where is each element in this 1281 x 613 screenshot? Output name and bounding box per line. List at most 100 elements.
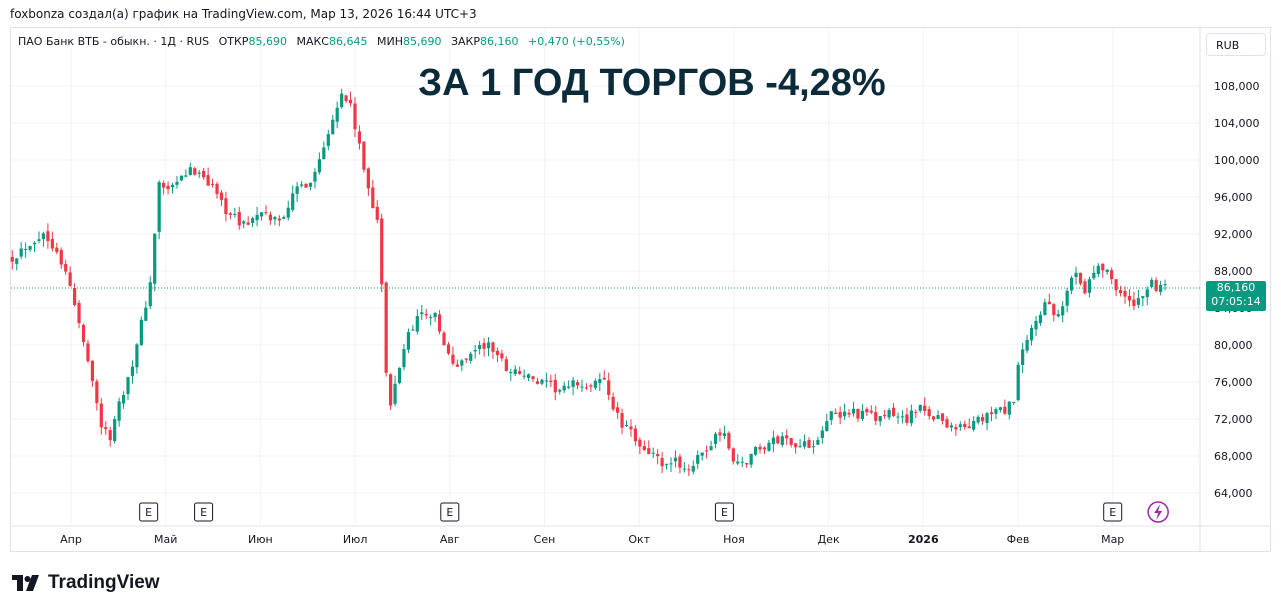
candle-body — [344, 95, 348, 102]
candle-body — [469, 353, 473, 361]
candle-body — [19, 248, 23, 257]
candle-body — [37, 239, 41, 241]
candle-body — [411, 329, 415, 331]
candle-body — [446, 344, 451, 354]
earnings-event-marker[interactable]: E — [440, 502, 460, 522]
candle-body — [95, 381, 99, 404]
earnings-event-marker[interactable]: E — [139, 502, 159, 522]
candle-body — [1150, 279, 1154, 288]
candle-body — [380, 218, 384, 285]
candle-body — [24, 249, 28, 251]
candle-body — [495, 350, 500, 356]
candle-body — [157, 182, 161, 232]
candle-body — [299, 184, 304, 186]
chart-frame — [10, 27, 1271, 552]
candle-body — [326, 134, 330, 146]
candle-body — [1078, 272, 1083, 284]
candle-body — [896, 416, 900, 418]
x-tick-label: Апр — [60, 533, 82, 546]
x-tick-label: Июн — [248, 533, 273, 546]
candle-body — [829, 411, 833, 421]
legend-open-label: ОТКР — [218, 35, 249, 48]
chart-title: ЗА 1 ГОД ТОРГОВ -4,28% — [418, 62, 885, 104]
candle-body — [237, 211, 241, 226]
candle-body — [762, 447, 767, 450]
candle-body — [771, 437, 775, 445]
candle-body — [397, 367, 402, 384]
earnings-event-marker[interactable]: E — [714, 502, 734, 522]
candle-body — [780, 436, 784, 445]
candle-body — [633, 428, 638, 442]
candle-body — [567, 386, 571, 388]
candle-body — [905, 414, 909, 423]
candle-body — [509, 372, 513, 374]
candle-body — [28, 246, 32, 250]
candle-body — [709, 446, 713, 451]
x-tick-label: Мар — [1101, 533, 1124, 546]
candle-body — [558, 389, 562, 392]
candle-body — [1101, 263, 1105, 271]
candle-body — [264, 212, 268, 214]
candle-body — [482, 343, 486, 349]
candle-body — [851, 408, 856, 414]
candle-body — [664, 464, 669, 466]
candle-body — [90, 360, 95, 381]
candle-body — [219, 192, 224, 200]
candle-body — [705, 450, 709, 452]
y-tick-label: 96,000 — [1214, 191, 1253, 204]
lightning-icon-bolt — [1154, 504, 1163, 520]
candle-body — [745, 462, 749, 465]
candle-body — [500, 353, 504, 359]
tradingview-logo[interactable]: TradingView — [12, 571, 160, 595]
y-tick-label: 80,000 — [1214, 339, 1253, 352]
bar-countdown: 07:05:14 — [1211, 295, 1261, 308]
y-tick-label: 104,000 — [1214, 117, 1260, 130]
event-marker-label: E — [200, 506, 207, 519]
candle-body — [611, 396, 615, 410]
candle-body — [825, 421, 829, 431]
candle-body — [843, 411, 847, 417]
candle-body — [1110, 270, 1114, 280]
candle-body — [718, 432, 722, 436]
candle-body — [1043, 302, 1047, 315]
event-marker-box — [714, 502, 734, 522]
candle-body — [811, 446, 816, 448]
candle-body — [451, 354, 455, 364]
candle-body — [442, 332, 446, 346]
candle-body — [580, 386, 584, 388]
candle-body — [696, 455, 700, 464]
candle-body — [32, 242, 37, 245]
candle-body — [121, 394, 126, 404]
candle-body — [251, 218, 255, 223]
candle-body — [642, 446, 646, 451]
earnings-event-marker[interactable]: E — [194, 502, 214, 522]
candle-body — [713, 433, 718, 444]
earnings-event-marker[interactable]: E — [1103, 502, 1123, 522]
candle-body — [807, 440, 811, 448]
currency-button[interactable]: RUB — [1206, 33, 1266, 56]
candle-body — [540, 379, 544, 384]
candle-body — [1021, 349, 1025, 365]
candle-body — [340, 93, 344, 108]
candle-body — [282, 217, 286, 219]
candle-body — [1047, 301, 1051, 305]
y-tick-label: 64,000 — [1214, 487, 1253, 500]
candle-body — [624, 425, 629, 427]
event-marker-label: E — [1109, 506, 1116, 519]
candle-body — [1123, 291, 1127, 297]
candle-body — [148, 282, 152, 307]
candle-body — [789, 438, 793, 445]
candle-body — [949, 425, 954, 428]
event-marker-box — [440, 502, 460, 522]
candle-body — [277, 218, 281, 221]
legend-symbol[interactable]: ПАО Банк ВТБ - обыкн. · 1Д · RUS — [18, 35, 210, 48]
tradingview-logo-icon — [12, 575, 39, 591]
lightning-icon[interactable] — [1147, 501, 1169, 523]
candle-body — [994, 409, 998, 414]
candle-body — [589, 385, 593, 387]
candle-body — [153, 233, 157, 284]
candle-body — [526, 374, 531, 379]
candle-body — [268, 214, 273, 221]
candle-body — [402, 349, 406, 368]
